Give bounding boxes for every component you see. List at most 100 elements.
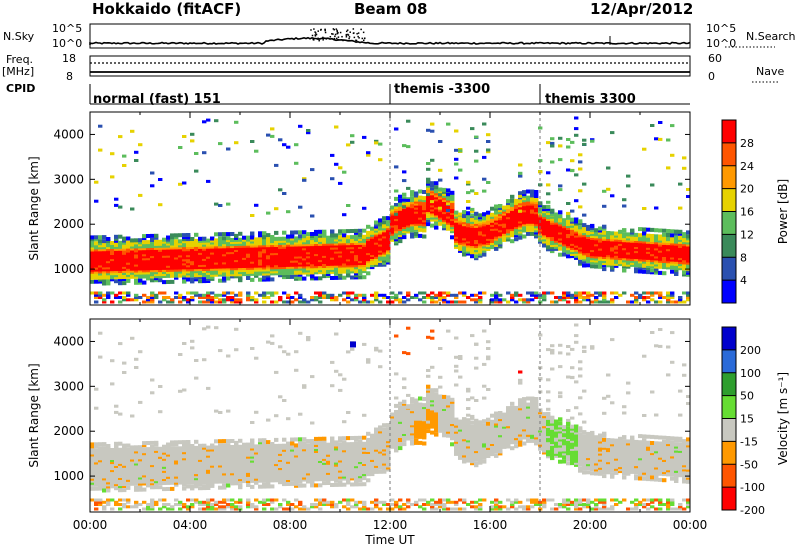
power-cell	[166, 253, 171, 258]
power-cell	[674, 235, 679, 240]
power-cell	[114, 197, 119, 201]
velocity-cell	[134, 485, 139, 490]
velocity-cell	[178, 474, 183, 479]
power-cell	[490, 220, 495, 225]
power-cell	[542, 296, 547, 299]
velocity-cell	[110, 498, 115, 502]
power-cell	[230, 252, 235, 257]
velocity-cell	[150, 477, 155, 482]
power-cell	[438, 206, 443, 210]
power-cell	[358, 253, 363, 258]
nsky-outlier-point	[337, 36, 340, 38]
power-cell	[466, 180, 471, 184]
velocity-cell	[218, 485, 223, 490]
velocity-cell	[114, 468, 119, 473]
power-cell	[210, 274, 215, 279]
power-cell	[550, 300, 555, 304]
velocity-cell	[206, 461, 211, 466]
power-cell	[590, 260, 595, 265]
power-cell	[630, 300, 635, 304]
power-cell	[134, 278, 139, 283]
velocity-cell	[134, 500, 139, 504]
power-cell	[358, 243, 363, 247]
power-cell	[246, 276, 251, 280]
power-cell	[454, 293, 459, 297]
power-cell	[430, 291, 435, 295]
velocity-cell	[162, 464, 167, 469]
power-cell	[674, 251, 679, 256]
power-cell	[166, 267, 171, 272]
power-cell	[374, 224, 379, 229]
velocity-cell	[162, 503, 167, 506]
nsky-outlier-point	[341, 35, 343, 38]
velocity-cell	[226, 483, 231, 488]
power-cell	[290, 238, 295, 243]
velocity-cell	[198, 503, 203, 506]
power-cell	[262, 261, 267, 266]
power-cell	[338, 181, 343, 185]
power-cell	[458, 168, 463, 172]
power-cell	[326, 293, 331, 297]
power-cell	[610, 291, 615, 295]
velocity-cell	[118, 342, 123, 346]
nsky-outlier-point	[346, 29, 349, 31]
nsky-outlier-point	[356, 32, 358, 35]
velocity-cell	[98, 355, 103, 359]
velocity-cell	[202, 472, 207, 476]
power-cell	[590, 252, 595, 257]
power-cell	[426, 218, 431, 223]
power-cell	[322, 256, 327, 260]
power-cell	[666, 138, 671, 142]
power-cell	[542, 293, 547, 297]
power-cell	[342, 255, 347, 260]
power-cell	[434, 181, 439, 186]
velocity-cell	[150, 440, 155, 445]
velocity-cell	[274, 414, 279, 418]
velocity-cell	[222, 471, 227, 476]
velocity-cell	[162, 505, 167, 509]
power-cell	[250, 277, 255, 282]
nsky-outlier-point	[353, 32, 355, 34]
power-cell	[154, 239, 159, 244]
power-cell	[566, 296, 571, 299]
power-cell	[386, 216, 391, 221]
velocity-cell	[282, 399, 287, 402]
velocity-cell	[226, 439, 231, 444]
velocity-cell	[110, 507, 115, 511]
velocity-cell	[214, 326, 219, 330]
power-cell	[670, 257, 675, 262]
power-cell	[578, 160, 583, 164]
power-cell	[114, 203, 119, 207]
power-cell	[306, 300, 311, 304]
power-cell	[610, 131, 615, 135]
velocity-cell	[122, 505, 127, 509]
power-cell	[194, 245, 199, 249]
power-cell	[402, 206, 407, 211]
power-cell	[278, 269, 283, 274]
power-cell	[130, 270, 135, 275]
power-cell	[98, 253, 103, 258]
power-cell	[178, 296, 183, 299]
power-cell	[198, 236, 203, 241]
freq-label: Freq.	[6, 53, 34, 66]
velocity-cell	[102, 488, 107, 493]
power-cell	[390, 205, 395, 210]
power-cell	[574, 133, 579, 137]
power-cell	[298, 293, 303, 297]
power-cell	[98, 263, 103, 268]
velocity-cell	[222, 483, 227, 488]
velocity-cell	[274, 443, 279, 448]
power-cell	[238, 252, 243, 256]
power-cell	[142, 250, 147, 255]
nsky-outlier-point	[320, 28, 322, 31]
power-cell	[354, 298, 359, 302]
power-cell	[366, 230, 371, 235]
power-cell	[122, 236, 127, 241]
power-cell	[566, 213, 571, 218]
power-cell	[126, 270, 131, 275]
power-cell	[426, 208, 431, 212]
velocity-cell	[210, 503, 215, 506]
power-cell	[602, 224, 607, 229]
velocity-cell	[110, 382, 115, 386]
power-cell	[506, 227, 511, 232]
